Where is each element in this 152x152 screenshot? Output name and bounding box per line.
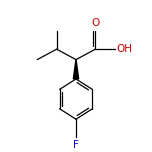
Text: O: O: [91, 18, 100, 28]
Text: F: F: [73, 140, 79, 150]
Polygon shape: [73, 60, 79, 79]
Text: OH: OH: [116, 44, 132, 54]
